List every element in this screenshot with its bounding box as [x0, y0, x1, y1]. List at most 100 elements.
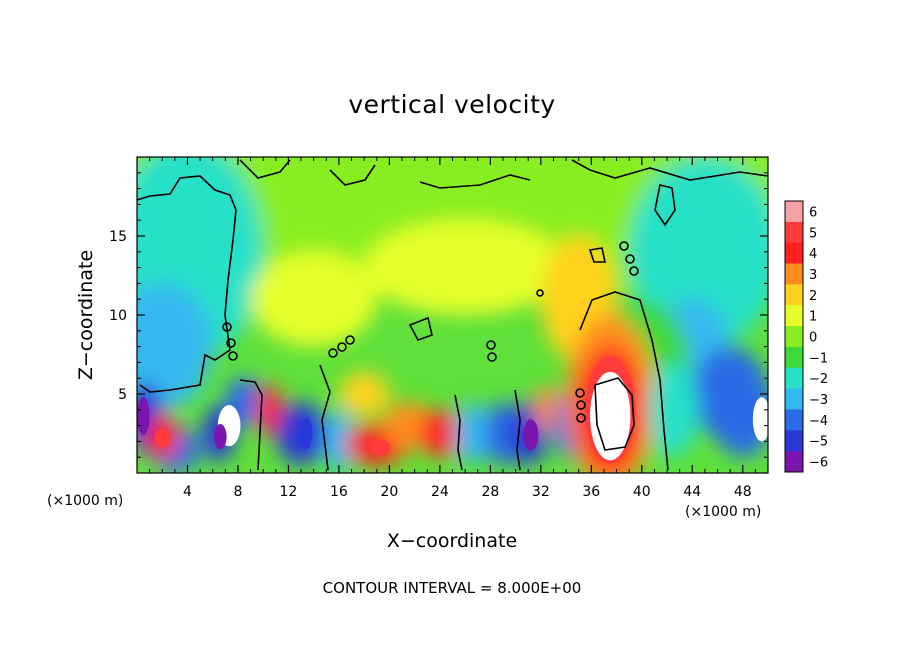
contour-line	[454, 394, 463, 471]
chart-title: vertical velocity	[348, 90, 555, 119]
x-tick-label: 28	[481, 484, 499, 500]
field-core	[752, 397, 768, 442]
field-core	[370, 439, 391, 456]
x-tick-label: 40	[633, 484, 651, 500]
colorbar-swatch	[785, 326, 803, 348]
contour-ring	[486, 340, 496, 350]
colorbar-swatch	[785, 201, 803, 223]
colorbar-swatch	[785, 388, 803, 410]
colorbar-swatch	[785, 367, 803, 390]
contour-ring	[226, 338, 236, 348]
colorbar-swatch	[785, 430, 803, 452]
field-blob	[534, 386, 560, 434]
x-tick-label: 32	[532, 484, 550, 500]
colorbar-swatch	[785, 451, 803, 473]
colorbar-swatch	[785, 346, 803, 369]
x-axis-label: X−coordinate	[387, 530, 517, 552]
colorbar-label: −3	[809, 393, 828, 408]
contour-ring	[337, 342, 347, 352]
velocity-field	[137, 157, 768, 473]
colorbar-frame	[784, 200, 804, 473]
field-blob	[711, 362, 768, 458]
field-blob	[455, 401, 488, 466]
field-blob	[338, 371, 390, 417]
contour-ring	[345, 335, 355, 345]
contour-ring	[619, 241, 629, 251]
x-tick-label: 36	[582, 484, 600, 500]
x-unit-left: (×1000 m)	[47, 493, 123, 509]
colorbar-label: 2	[809, 289, 817, 304]
colorbar-swatch	[785, 284, 803, 306]
colorbar-swatch	[785, 263, 803, 285]
field-blob	[648, 362, 699, 458]
colorbar-label: −6	[809, 456, 828, 471]
contour-ring	[629, 266, 639, 276]
colorbar-label: 1	[809, 310, 817, 325]
contour-ring	[576, 413, 586, 423]
contour-ring	[487, 352, 497, 362]
x-axis-ticks: 4 8 12 16 20 24 28 32 36 40 44 48	[149, 157, 756, 500]
colorbar-label: −4	[809, 414, 828, 429]
x-tick-label: 48	[734, 484, 752, 500]
contour-ring	[222, 322, 232, 332]
x-tick-label: 24	[431, 484, 449, 500]
y-tick-label: 5	[118, 387, 127, 403]
contour-line	[654, 184, 676, 227]
field-core	[523, 419, 539, 451]
field-core	[299, 417, 313, 450]
field-blob	[137, 283, 213, 410]
field-blob	[250, 251, 377, 347]
field-core	[590, 371, 631, 461]
colorbar-swatch	[785, 409, 803, 431]
colorbar-swatch	[785, 305, 803, 327]
contour-ring	[576, 400, 586, 410]
contour-ring	[575, 388, 585, 398]
contour-line	[408, 316, 433, 341]
x-tick-label: 44	[683, 484, 701, 500]
contour-line	[137, 175, 237, 393]
contour-interval-note: CONTOUR INTERVAL = 8.000E+00	[323, 579, 582, 597]
colorbar-label: 6	[809, 205, 817, 220]
colorbar-label: −2	[809, 372, 828, 387]
contour-line	[594, 377, 635, 451]
x-tick-label: 20	[380, 484, 398, 500]
field-blob	[419, 409, 461, 458]
contour-line	[579, 291, 669, 471]
x-tick-label: 4	[183, 484, 192, 500]
plot-area	[137, 157, 768, 473]
x-unit-right: (×1000 m)	[685, 504, 761, 520]
field-core	[213, 424, 227, 450]
field-blob	[629, 157, 768, 347]
contour-ring	[625, 254, 635, 264]
colorbar-label: 3	[809, 268, 817, 283]
field-blob	[323, 409, 355, 473]
colorbar-label: 0	[809, 331, 817, 346]
x-tick-label: 8	[233, 484, 242, 500]
contour-line	[514, 389, 521, 471]
colorbar-label: −5	[809, 435, 828, 450]
y-axis-label: Z−coordinate	[75, 250, 97, 380]
contour-line	[329, 164, 376, 186]
colorbar-label: −1	[809, 351, 828, 366]
colorbar-swatch	[785, 221, 803, 244]
contour-ring	[536, 289, 544, 297]
contour-ring	[328, 348, 338, 358]
zero-contours	[137, 159, 768, 471]
contour-line	[588, 247, 606, 263]
contour-line	[239, 379, 263, 471]
field-blob	[364, 220, 567, 315]
contour-line	[319, 364, 331, 471]
colorbar-label: 4	[809, 247, 817, 262]
x-tick-label: 12	[280, 484, 298, 500]
x-tick-label: 16	[330, 484, 348, 500]
y-tick-label: 15	[109, 229, 127, 245]
y-tick-label: 10	[109, 308, 127, 324]
contour-line	[239, 159, 291, 179]
field-core	[154, 428, 170, 448]
y-axis-ticks: 5 10 15	[109, 172, 768, 458]
field-blob	[256, 384, 283, 436]
contour-ring	[228, 351, 238, 361]
colorbar-swatch	[785, 242, 803, 265]
field-core	[137, 397, 150, 436]
